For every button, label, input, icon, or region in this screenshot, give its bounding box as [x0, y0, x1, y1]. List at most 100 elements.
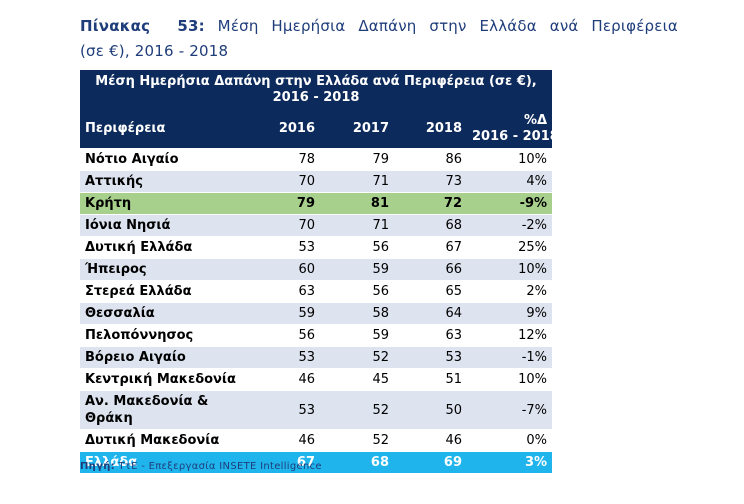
source-text: ΤτΕ - Επεξεργασία INSETE Intelligence — [118, 461, 322, 472]
row-value-2016: 53 — [250, 390, 320, 430]
row-pct-change: 9% — [467, 302, 553, 325]
table-row: Ιόνια Νησιά 70 71 68 -2% — [80, 214, 553, 237]
row-pct-change: 10% — [467, 368, 553, 391]
row-region: Αν. Μακεδονία & Θράκη — [80, 390, 250, 430]
row-value-2016: 46 — [250, 368, 320, 391]
caption-word: Ημερήσια — [271, 17, 346, 35]
table-title: Μέση Ημερήσια Δαπάνη στην Ελλάδα ανά Περ… — [80, 70, 553, 110]
row-value-2016: 59 — [250, 302, 320, 325]
total-2016: 67 — [250, 451, 320, 473]
row-pct-change: 4% — [467, 170, 553, 193]
row-value-2016: 53 — [250, 346, 320, 369]
header-2017: 2017 — [320, 110, 394, 149]
table-row: Κρήτη 79 81 72 -9% — [80, 192, 553, 215]
header-region: Περιφέρεια — [80, 110, 250, 149]
total-2017: 68 — [320, 451, 394, 473]
row-value-2017: 52 — [320, 346, 394, 369]
row-region: Πελοπόννησος — [80, 324, 250, 347]
row-region: Αττικής — [80, 170, 250, 193]
table-row: Αν. Μακεδονία & Θράκη 53 52 50 -7% — [80, 390, 553, 430]
row-value-2016: 56 — [250, 324, 320, 347]
row-value-2018: 73 — [394, 170, 467, 193]
row-pct-change: 12% — [467, 324, 553, 347]
row-value-2018: 63 — [394, 324, 467, 347]
caption-line-1: Πίνακας 53: Μέση Ημερήσια Δαπάνη στην Ελ… — [80, 14, 678, 39]
row-region: Δυτική Ελλάδα — [80, 236, 250, 259]
row-pct-change: -9% — [467, 192, 553, 215]
table-row: Θεσσαλία 59 58 64 9% — [80, 302, 553, 325]
table-row: Βόρειο Αιγαίο 53 52 53 -1% — [80, 346, 553, 369]
row-value-2018: 51 — [394, 368, 467, 391]
row-value-2016: 53 — [250, 236, 320, 259]
row-pct-change: 0% — [467, 429, 553, 452]
table-row: Ήπειρος 60 59 66 10% — [80, 258, 553, 281]
row-value-2018: 53 — [394, 346, 467, 369]
row-value-2018: 66 — [394, 258, 467, 281]
total-pct: 3% — [467, 451, 553, 473]
header-pct-change: %Δ 2016 - 2018 — [467, 110, 559, 149]
row-value-2017: 71 — [320, 170, 394, 193]
row-region: Ιόνια Νησιά — [80, 214, 250, 237]
row-region: Κρήτη — [80, 192, 250, 215]
caption-word: Περιφέρεια — [591, 17, 678, 35]
row-pct-change: 2% — [467, 280, 553, 303]
row-value-2017: 71 — [320, 214, 394, 237]
row-region: Δυτική Μακεδονία — [80, 429, 250, 452]
table-row: Αττικής 70 71 73 4% — [80, 170, 553, 193]
row-region: Ήπειρος — [80, 258, 250, 281]
row-value-2017: 58 — [320, 302, 394, 325]
row-region: Θεσσαλία — [80, 302, 250, 325]
table-row: Πελοπόννησος 56 59 63 12% — [80, 324, 553, 347]
table-row: Στερεά Ελλάδα 63 56 65 2% — [80, 280, 553, 303]
spending-table: Μέση Ημερήσια Δαπάνη στην Ελλάδα ανά Περ… — [80, 70, 559, 473]
row-value-2018: 67 — [394, 236, 467, 259]
row-value-2018: 46 — [394, 429, 467, 452]
row-value-2016: 60 — [250, 258, 320, 281]
total-region: Ελλάδα — [80, 451, 250, 473]
table-header-row: Περιφέρεια 2016 2017 2018 %Δ 2016 - 2018 — [80, 110, 559, 149]
table-row: Κεντρική Μακεδονία 46 45 51 10% — [80, 368, 553, 391]
row-region: Βόρειο Αιγαίο — [80, 346, 250, 369]
caption-word: Μέση — [217, 17, 259, 35]
row-region: Νότιο Αιγαίο — [80, 148, 250, 171]
row-value-2017: 79 — [320, 148, 394, 171]
caption-label: Πίνακας 53: — [80, 17, 205, 35]
row-pct-change: -7% — [467, 390, 553, 430]
row-value-2018: 68 — [394, 214, 467, 237]
caption-word: Δαπάνη — [358, 17, 417, 35]
row-value-2018: 50 — [394, 390, 467, 430]
caption-word: Ελλάδα — [479, 17, 537, 35]
row-value-2018: 65 — [394, 280, 467, 303]
row-value-2017: 56 — [320, 280, 394, 303]
row-value-2016: 70 — [250, 214, 320, 237]
row-value-2017: 59 — [320, 258, 394, 281]
row-value-2016: 70 — [250, 170, 320, 193]
row-region: Στερεά Ελλάδα — [80, 280, 250, 303]
table-row: Δυτική Μακεδονία 46 52 46 0% — [80, 429, 553, 452]
row-pct-change: 25% — [467, 236, 553, 259]
total-row: Ελλάδα 67 68 69 3% — [80, 451, 553, 473]
table-body: Νότιο Αιγαίο 78 79 86 10% Αττικής 70 71 73 4% Κρήτ… — [80, 148, 553, 452]
row-value-2016: 63 — [250, 280, 320, 303]
total-2018: 69 — [394, 451, 467, 473]
row-pct-change: 10% — [467, 258, 553, 281]
row-value-2017: 81 — [320, 192, 394, 215]
row-value-2018: 64 — [394, 302, 467, 325]
table-title-row: Μέση Ημερήσια Δαπάνη στην Ελλάδα ανά Περ… — [80, 70, 553, 110]
row-value-2017: 52 — [320, 390, 394, 430]
table-row: Δυτική Ελλάδα 53 56 67 25% — [80, 236, 553, 259]
source-label: Πηγή: — [80, 461, 115, 472]
header-2016: 2016 — [250, 110, 320, 149]
caption-word: ανά — [549, 17, 579, 35]
table-row: Νότιο Αιγαίο 78 79 86 10% — [80, 148, 553, 171]
row-value-2016: 46 — [250, 429, 320, 452]
table-caption: Πίνακας 53: Μέση Ημερήσια Δαπάνη στην Ελ… — [80, 14, 678, 64]
row-value-2018: 86 — [394, 148, 467, 171]
row-pct-change: -1% — [467, 346, 553, 369]
row-value-2017: 59 — [320, 324, 394, 347]
row-region: Κεντρική Μακεδονία — [80, 368, 250, 391]
row-value-2017: 56 — [320, 236, 394, 259]
caption-word: στην — [429, 17, 467, 35]
header-2018: 2018 — [394, 110, 467, 149]
source-note: Πηγή: ΤτΕ - Επεξεργασία INSETE Intellige… — [80, 461, 322, 472]
